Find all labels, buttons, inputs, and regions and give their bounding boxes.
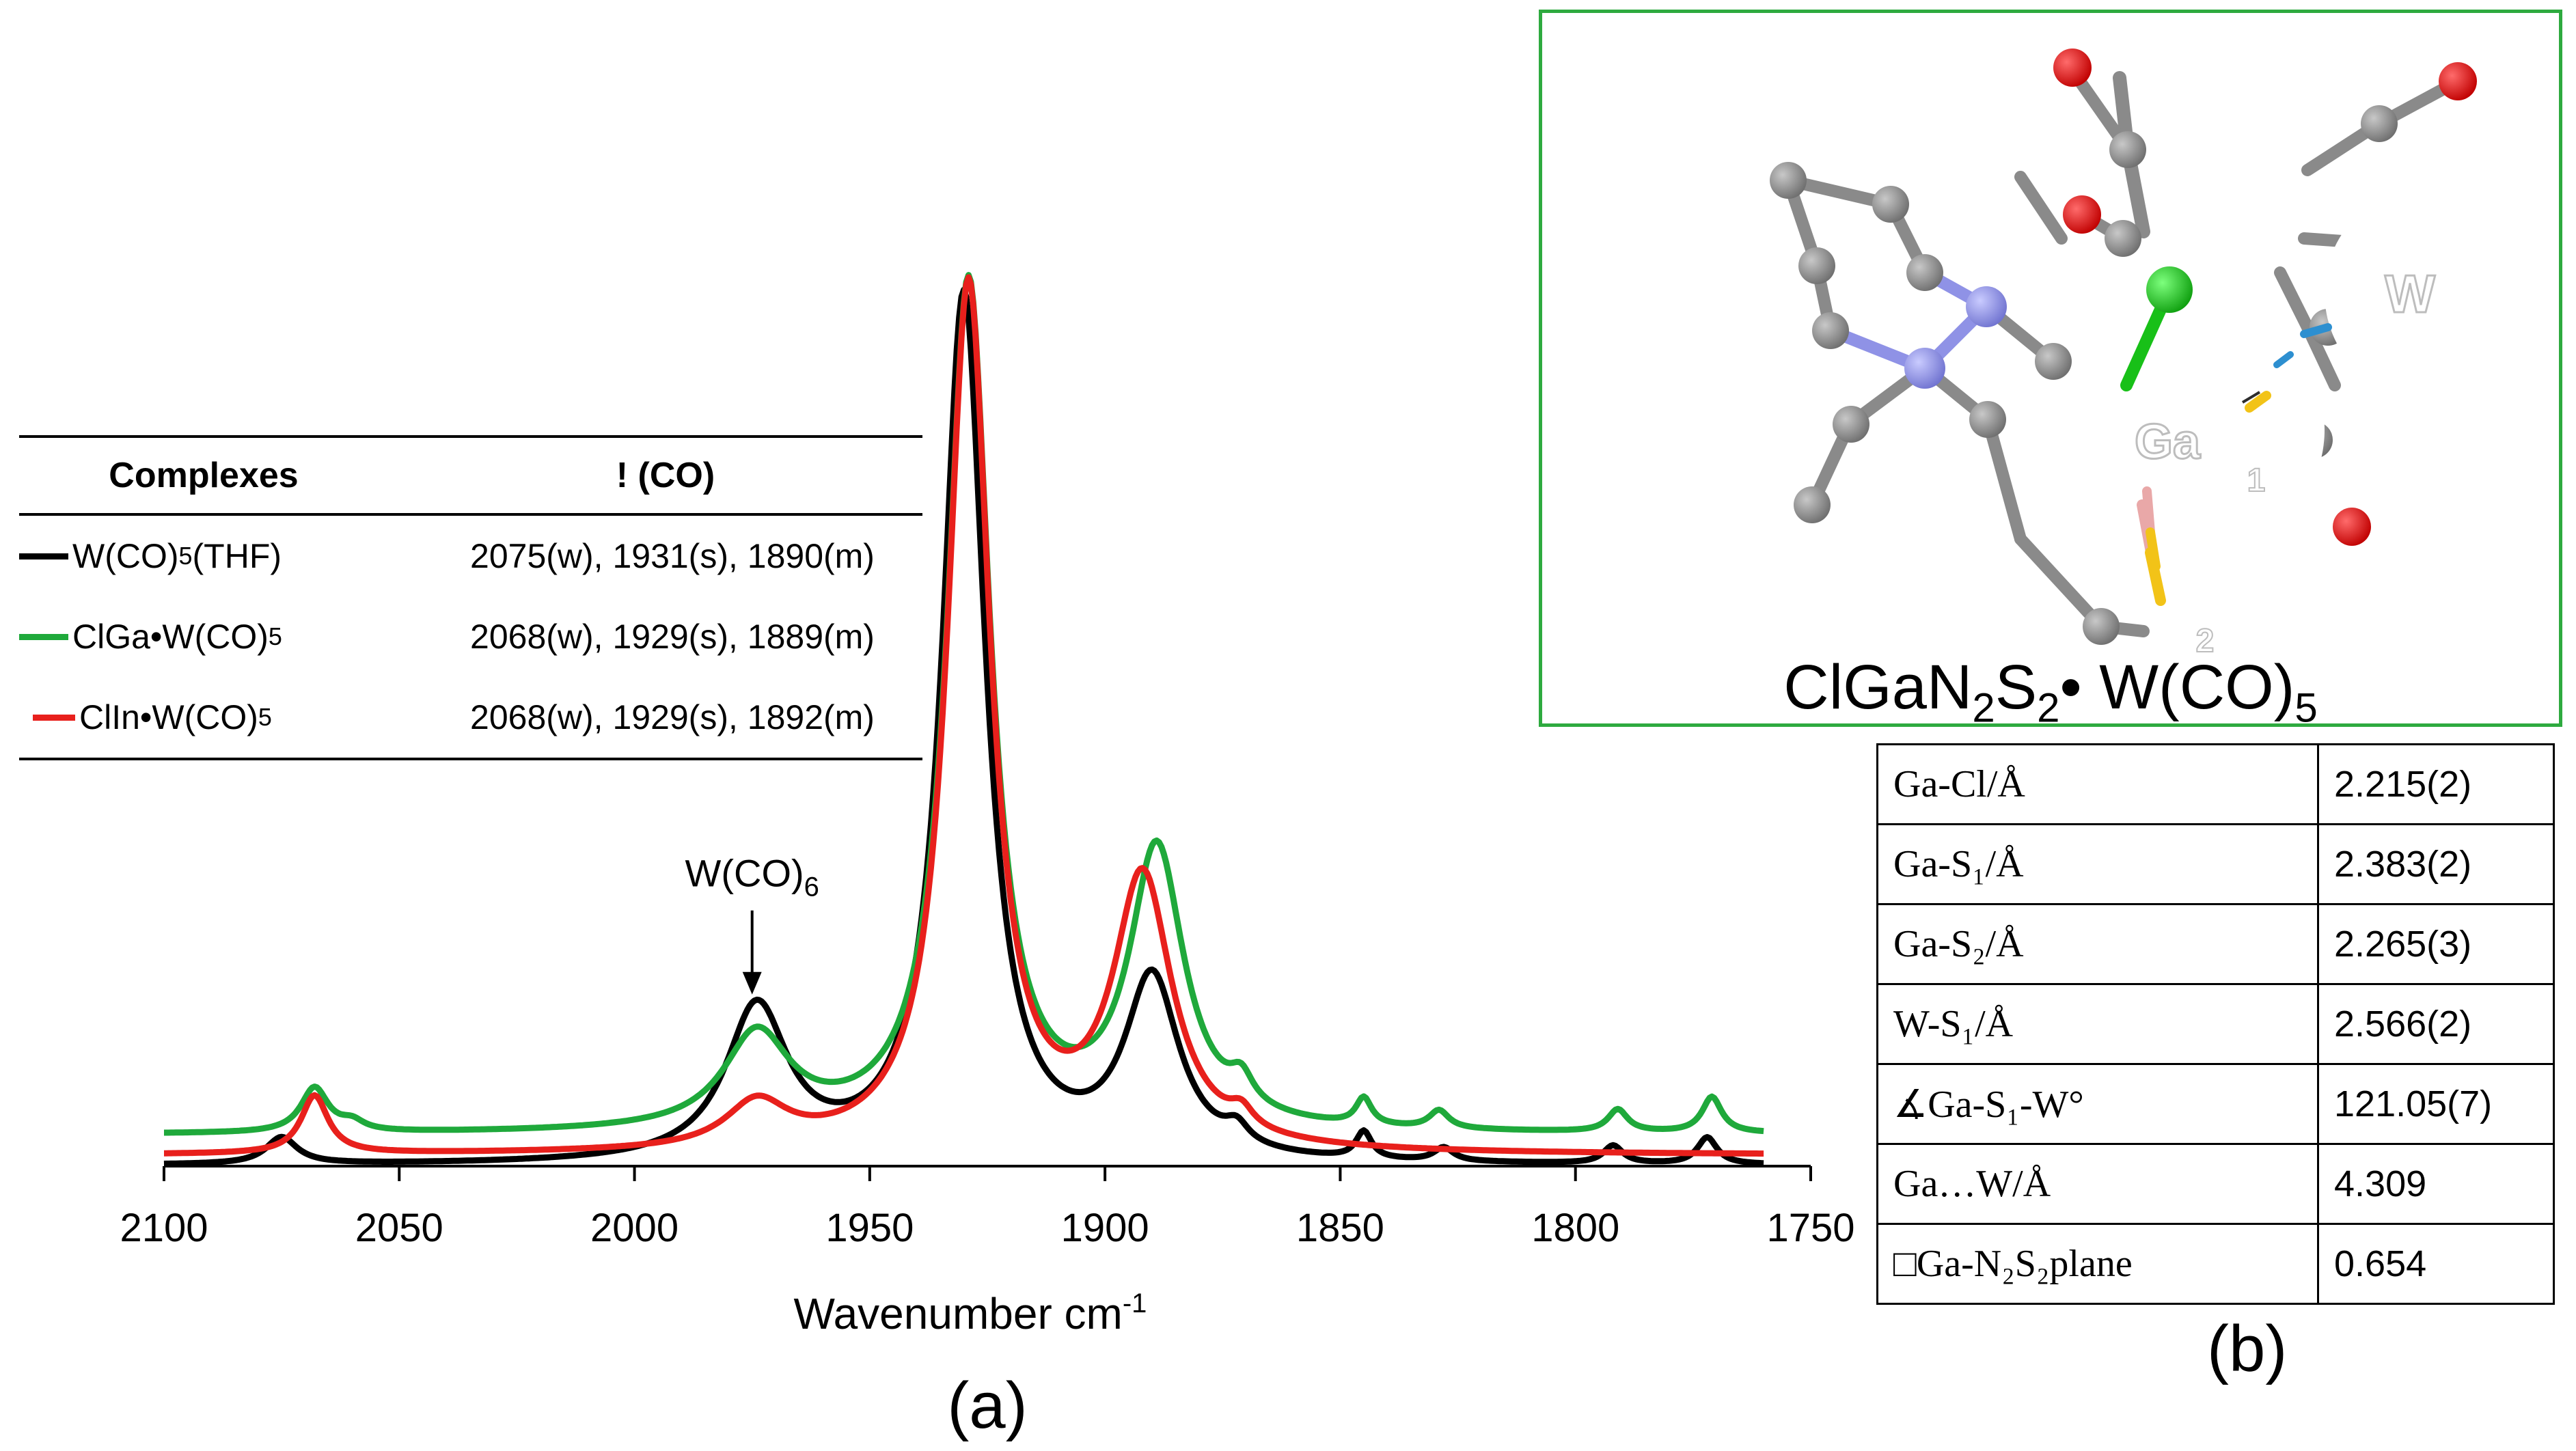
carbon-atom — [1812, 312, 1849, 349]
geometry-value: 121.05(7) — [2317, 1063, 2555, 1145]
x-tick-label: 1900 — [1061, 1206, 1149, 1250]
geometry-parameter: W-S₁/Å — [1876, 983, 2319, 1065]
ir-table-row: ClIn•W(CO) 5 2068(w), 1929(s), 1892(m) — [19, 677, 922, 758]
geometry-value: 4.309 — [2317, 1143, 2555, 1225]
annotation-label: W(CO)6 — [685, 852, 819, 902]
table-row: ∡Ga-S₁-W° 121.05(7) — [1876, 1063, 2555, 1145]
panel-a-label: (a) — [947, 1369, 1027, 1442]
nitrogen-atom — [1904, 348, 1945, 389]
geometry-value: 2.383(2) — [2317, 823, 2555, 905]
carbon-atom — [1833, 406, 1869, 443]
table-row: Ga-Cl/Å 2.215(2) — [1876, 743, 2555, 825]
oxygen-atom — [2053, 49, 2092, 87]
structure-caption: ClGaN2S2• W(CO)5 — [1783, 652, 2318, 727]
oxygen-atom — [2333, 508, 2371, 546]
atom-label-s2: 2 — [2196, 623, 2215, 659]
geometry-table: Ga-Cl/Å 2.215(2) Ga-S₁/Å 2.383(2) Ga-S₂/Å 2… — [1876, 743, 2555, 1305]
wco6-annotation: W(CO)6 — [685, 852, 819, 995]
oxygen-atom — [2063, 195, 2101, 234]
carbon-atom — [1798, 247, 1835, 284]
band-values: 2068(w), 1929(s), 1889(m) — [470, 618, 875, 656]
carbon-atom — [2083, 608, 2120, 645]
header-nu-co: ! (CO) — [616, 456, 715, 495]
carbon-atom — [2035, 343, 2072, 380]
nitrogen-atom — [1966, 286, 2007, 327]
complex-name: ClIn•W(CO) 5 — [19, 697, 388, 737]
geometry-value: 2.566(2) — [2317, 983, 2555, 1065]
table-row: Ga-S₂/Å 2.265(3) — [1876, 903, 2555, 985]
x-tick-label: 1800 — [1531, 1206, 1619, 1250]
geometry-parameter: Ga…W/Å — [1876, 1143, 2319, 1225]
header-complexes: Complexes — [109, 456, 299, 495]
geometry-value: 2.215(2) — [2317, 743, 2555, 825]
table-row: Ga-S₁/Å 2.383(2) — [1876, 823, 2555, 905]
panel-b-label: (b) — [2207, 1312, 2288, 1385]
molecule-drawing: W Ga 1 2 — [1770, 49, 2530, 661]
carbon-atom — [2105, 220, 2141, 257]
spectrum-series-group — [163, 272, 1765, 1167]
x-axis-title: Wavenumber cm-1 — [794, 1288, 1147, 1338]
ir-table-row: W(CO) 5 (THF) 2075(w), 1931(s), 1890(m) — [19, 516, 922, 596]
carbon-atom — [1770, 162, 1807, 199]
geometry-value: 2.265(3) — [2317, 903, 2555, 985]
carbon-atom — [2361, 105, 2398, 142]
atoms — [1770, 49, 2530, 645]
chlorine-atom — [2146, 266, 2193, 313]
ga-halo — [2133, 320, 2325, 539]
x-tick-label: 1850 — [1296, 1206, 1384, 1250]
bonds — [1782, 68, 2464, 637]
carbon-atom — [1794, 486, 1831, 523]
oxygen-atom — [2439, 62, 2477, 100]
legend-swatch-black — [19, 553, 68, 559]
ir-table-row: ClGa•W(CO) 5 2068(w), 1929(s), 1889(m) — [19, 596, 922, 677]
geometry-parameter: Ga-Cl/Å — [1876, 743, 2319, 825]
series-line-clin-w-co-5 — [163, 274, 1765, 1157]
x-tick-label: 2050 — [355, 1206, 443, 1250]
crystal-structure-panel: W Ga 1 2 ClGaN2S2• W(CO)5 — [1539, 10, 2562, 727]
geometry-parameter: □Ga-N₂S₂plane — [1876, 1223, 2319, 1305]
ir-table-header: Complexes ! (CO) — [19, 438, 922, 516]
legend-swatch-red — [33, 714, 75, 721]
atom-label-w: W — [2385, 264, 2435, 324]
annotation-arrowhead — [742, 971, 762, 995]
atom-labels: W Ga 1 2 — [2133, 263, 2436, 661]
ir-band-table: Complexes ! (CO) W(CO) 5 (THF) 2075(w), 19… — [19, 435, 922, 760]
ir-spectrum-chart: 2100 2050 2000 1950 1900 1850 1800 1750 Wavenum… — [120, 272, 1855, 1442]
carbon-atom — [2109, 131, 2146, 168]
w-halo — [2325, 187, 2530, 399]
x-tick-label: 1750 — [1766, 1206, 1854, 1250]
band-values: 2068(w), 1929(s), 1892(m) — [470, 698, 875, 736]
table-row: Ga…W/Å 4.309 — [1876, 1143, 2555, 1225]
complex-name: W(CO) 5 (THF) — [19, 536, 388, 576]
band-values: 2075(w), 1931(s), 1890(m) — [470, 537, 875, 575]
geometry-parameter: Ga-S₂/Å — [1876, 903, 2319, 985]
table-row: W-S₁/Å 2.566(2) — [1876, 983, 2555, 1065]
table-row: □Ga-N₂S₂plane 0.654 — [1876, 1223, 2555, 1305]
carbon-atom — [1906, 254, 1943, 291]
x-axis-ticks: 2100 2050 2000 1950 1900 1850 1800 1750 — [120, 1166, 1855, 1250]
atom-label-s1: 1 — [2247, 462, 2266, 499]
geometry-value: 0.654 — [2317, 1223, 2555, 1305]
carbon-atom — [1969, 401, 2006, 438]
complex-name: ClGa•W(CO) 5 — [19, 617, 388, 657]
geometry-parameter: Ga-S₁/Å — [1876, 823, 2319, 905]
x-tick-label: 2000 — [590, 1206, 679, 1250]
x-tick-label: 2100 — [120, 1206, 208, 1250]
legend-swatch-green — [19, 633, 68, 640]
atom-label-ga: Ga — [2135, 415, 2201, 469]
x-tick-label: 1950 — [825, 1206, 914, 1250]
carbon-atom — [1872, 186, 1909, 223]
geometry-parameter: ∡Ga-S₁-W° — [1876, 1063, 2319, 1145]
